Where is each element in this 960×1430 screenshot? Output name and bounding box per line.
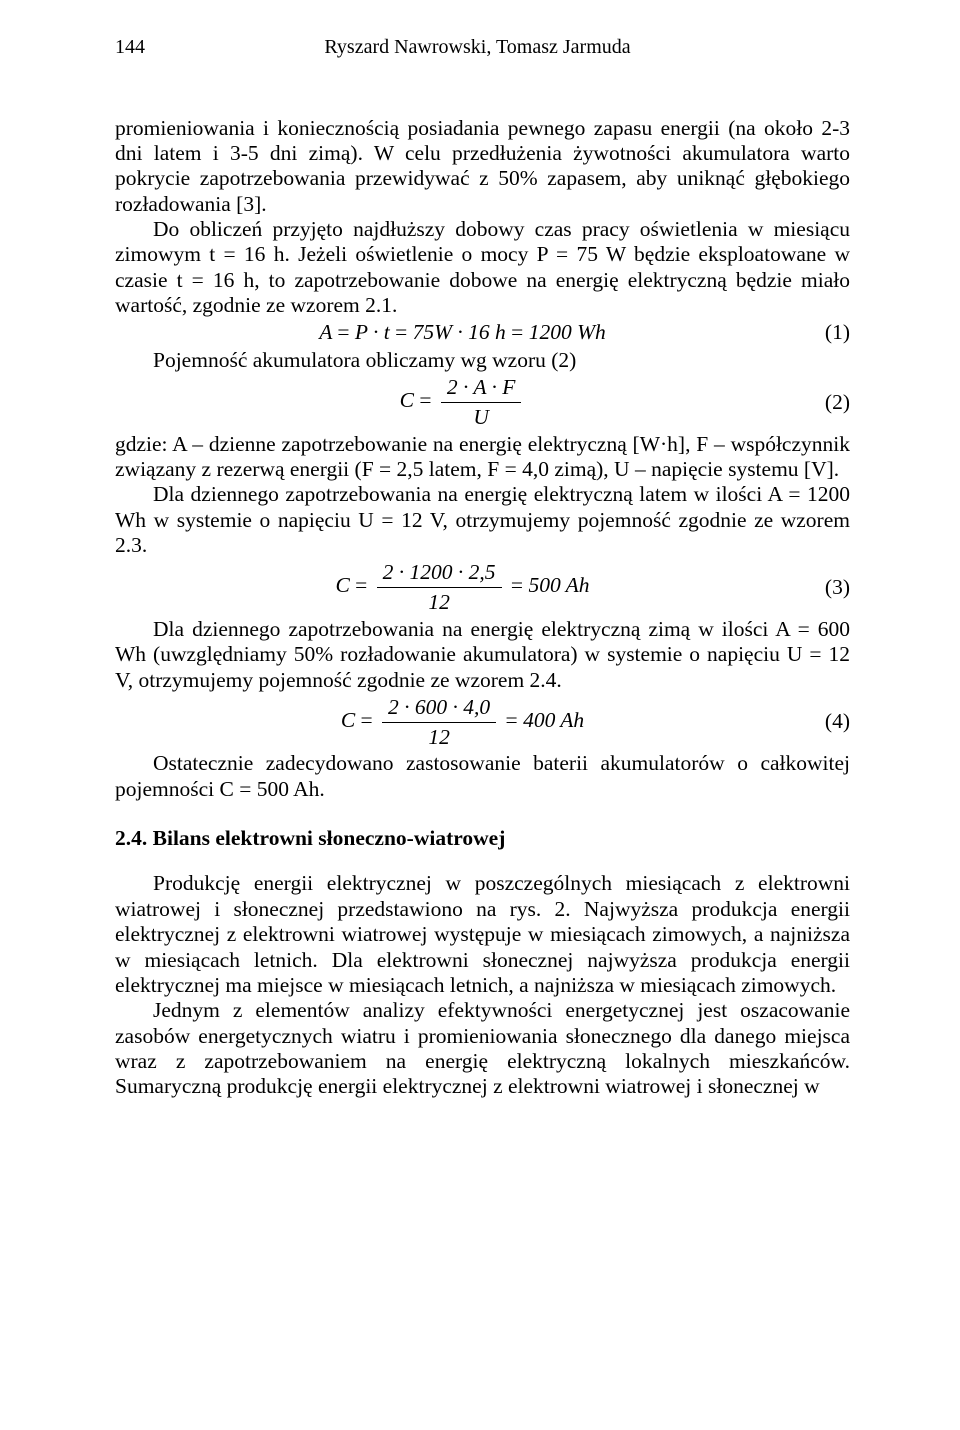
paragraph-1: promieniowania i koniecznością posiadani… — [115, 116, 850, 217]
header-authors: Ryszard Nawrowski, Tomasz Jarmuda — [145, 36, 810, 60]
eq2-numerator: 2 · A · F — [441, 375, 522, 403]
eq4-denominator: 12 — [382, 723, 496, 750]
eq4-rhs: 400 Ah — [523, 708, 584, 732]
eq3-lhs: C — [335, 574, 349, 598]
equation-4-formula: C = 2 · 600 · 4,0 12 = 400 Ah — [115, 695, 810, 749]
equation-3: C = 2 · 1200 · 2,5 12 = 500 Ah (3) — [115, 560, 850, 614]
equation-4: C = 2 · 600 · 4,0 12 = 400 Ah (4) — [115, 695, 850, 749]
equation-4-fraction: 2 · 600 · 4,0 12 — [382, 695, 496, 749]
eq3-numerator: 2 · 1200 · 2,5 — [377, 560, 502, 588]
equation-1-formula: A = P · t = 75W · 16 h = 1200 Wh — [115, 320, 810, 345]
paragraph-3: Pojemność akumulatora obliczamy wg wzoru… — [115, 348, 850, 373]
eq2-lhs: C — [400, 388, 414, 412]
page-header: 144 Ryszard Nawrowski, Tomasz Jarmuda — [115, 36, 850, 60]
equation-1-number: (1) — [810, 320, 850, 345]
section-heading-2-4: 2.4. Bilans elektrowni słoneczno-wiatrow… — [115, 826, 850, 851]
equation-1: A = P · t = 75W · 16 h = 1200 Wh (1) — [115, 320, 850, 345]
eq4-numerator: 2 · 600 · 4,0 — [382, 695, 496, 723]
equation-2-fraction: 2 · A · F U — [441, 375, 522, 429]
paragraph-2: Do obliczeń przyjęto najdłuższy dobowy c… — [115, 217, 850, 318]
eq1-lhs: A — [319, 320, 332, 344]
page-number: 144 — [115, 36, 145, 60]
eq1-rhs1: P · t — [355, 320, 390, 344]
paragraph-7: Ostatecznie zadecydowano zastosowanie ba… — [115, 751, 850, 802]
equation-3-fraction: 2 · 1200 · 2,5 12 — [377, 560, 502, 614]
equation-3-formula: C = 2 · 1200 · 2,5 12 = 500 Ah — [115, 560, 810, 614]
paragraph-5: Dla dziennego zapotrzebowania na energię… — [115, 482, 850, 558]
paragraph-6: Dla dziennego zapotrzebowania na energię… — [115, 617, 850, 693]
equation-4-number: (4) — [810, 709, 850, 734]
page-content: 144 Ryszard Nawrowski, Tomasz Jarmuda pr… — [0, 0, 960, 1150]
equation-2: C = 2 · A · F U (2) — [115, 375, 850, 429]
header-spacer — [810, 36, 850, 60]
eq1-result: 1200 Wh — [529, 320, 606, 344]
eq3-rhs: 500 Ah — [528, 574, 589, 598]
eq4-lhs: C — [341, 708, 355, 732]
equation-2-formula: C = 2 · A · F U — [115, 375, 810, 429]
equation-2-number: (2) — [810, 390, 850, 415]
paragraph-8: Produkcję energii elektrycznej w poszcze… — [115, 871, 850, 998]
eq3-denominator: 12 — [377, 588, 502, 615]
eq2-denominator: U — [441, 403, 522, 430]
eq1-rhs2: 75W · 16 h — [413, 320, 506, 344]
paragraph-9: Jednym z elementów analizy efektywności … — [115, 998, 850, 1099]
paragraph-4: gdzie: A – dzienne zapotrzebowanie na en… — [115, 432, 850, 483]
equation-3-number: (3) — [810, 575, 850, 600]
